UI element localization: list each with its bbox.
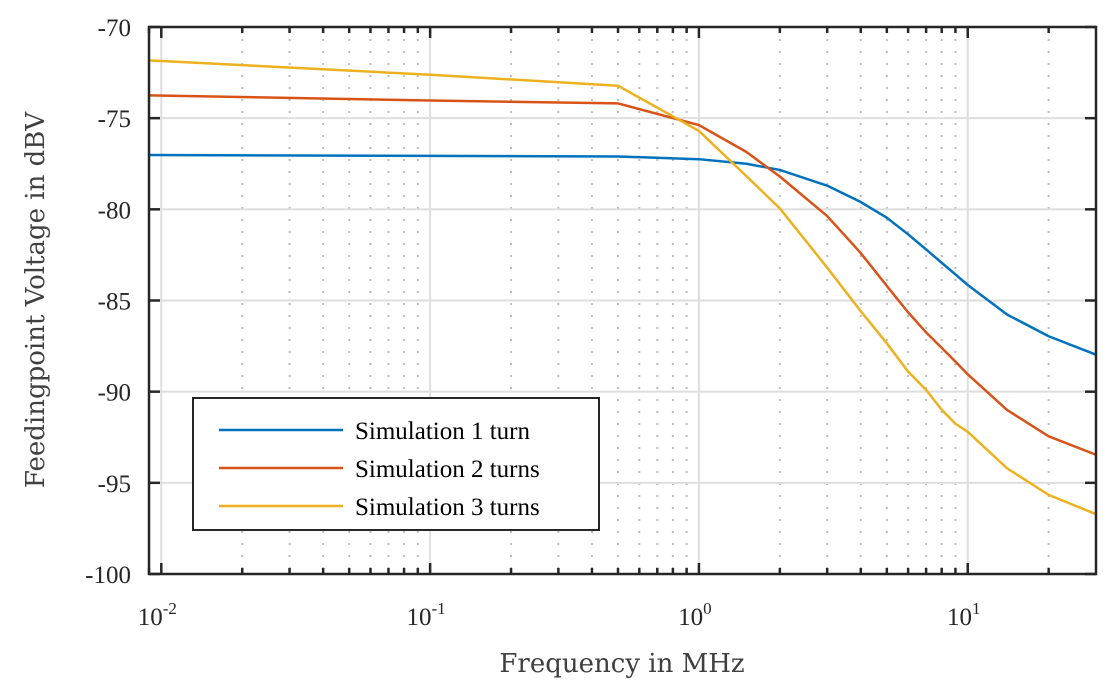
y-tick-label: -90 [98,380,131,407]
legend-label: Simulation 2 turns [355,456,540,483]
legend-item: Simulation 2 turns [219,456,540,483]
series-line-2 [148,94,1097,456]
legend-box [192,397,600,531]
x-tick-label: 101 [947,599,981,631]
axis-ticks [147,25,1096,576]
x-tick-label: 100 [678,599,712,631]
x-tick-label: 10-2 [138,599,177,631]
y-tick-label: -70 [98,15,131,42]
series-line-1 [148,153,1097,356]
legend-item: Simulation 1 turn [219,418,531,445]
legend: Simulation 1 turn Simulation 2 turns Simul… [192,397,600,531]
y-tick-label: -75 [98,106,131,133]
x-axis-label: Frequency in MHz [499,649,744,679]
y-axis-label: Feedingpoint Voltage in dBV [21,111,51,488]
x-tick-labels: 10-2 10-1 100 101 [138,599,981,631]
legend-label: Simulation 3 turns [355,494,540,521]
major-grid [149,27,1096,574]
y-tick-label: -100 [85,562,131,589]
y-tick-label: -95 [98,471,131,498]
y-tick-labels: -70 -75 -80 -85 -90 -95 -100 [85,15,131,589]
series-line-3 [148,59,1097,516]
y-tick-label: -85 [98,289,131,316]
series-layer [148,59,1097,516]
legend-items: Simulation 1 turn Simulation 2 turns Simul… [219,418,540,521]
x-tick-label: 10-1 [407,599,446,631]
y-tick-label: -80 [98,197,131,224]
legend-item: Simulation 3 turns [219,494,540,521]
legend-label: Simulation 1 turn [355,418,531,445]
